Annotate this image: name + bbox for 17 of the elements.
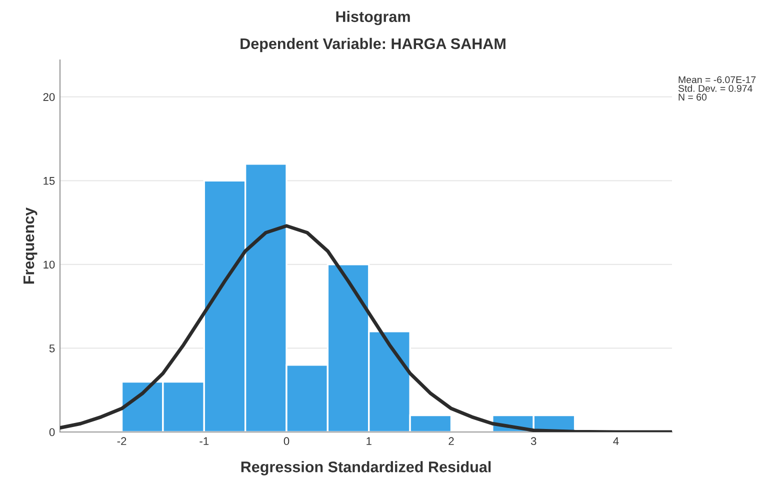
x-tick-label: 3: [530, 437, 536, 446]
chart-title: Histogram: [336, 10, 410, 26]
x-tick-label: 2: [448, 437, 454, 445]
x-tick-label: 1: [366, 437, 372, 445]
x-axis-title: Regression Standardized Residual: [241, 461, 491, 476]
text: Mean = -6.07E-17 Std. Dev. = 0.974 N = 60: [678, 76, 756, 101]
x-tick-label: -1: [200, 437, 209, 445]
y-tick-label: 10: [44, 260, 55, 269]
x-tick-label: -2: [117, 437, 126, 445]
y-tick-label: 5: [49, 344, 55, 352]
x-tick-label: 0: [284, 437, 290, 446]
y-tick-label: 0: [49, 428, 55, 436]
chart-subtitle: Dependent Variable: HARGA SAHAM: [240, 38, 506, 52]
y-axis-title: Frequency: [24, 207, 38, 284]
y-tick-label: 20: [43, 93, 55, 101]
y-tick-label: 15: [44, 177, 55, 185]
x-tick-label: 4: [613, 437, 619, 445]
